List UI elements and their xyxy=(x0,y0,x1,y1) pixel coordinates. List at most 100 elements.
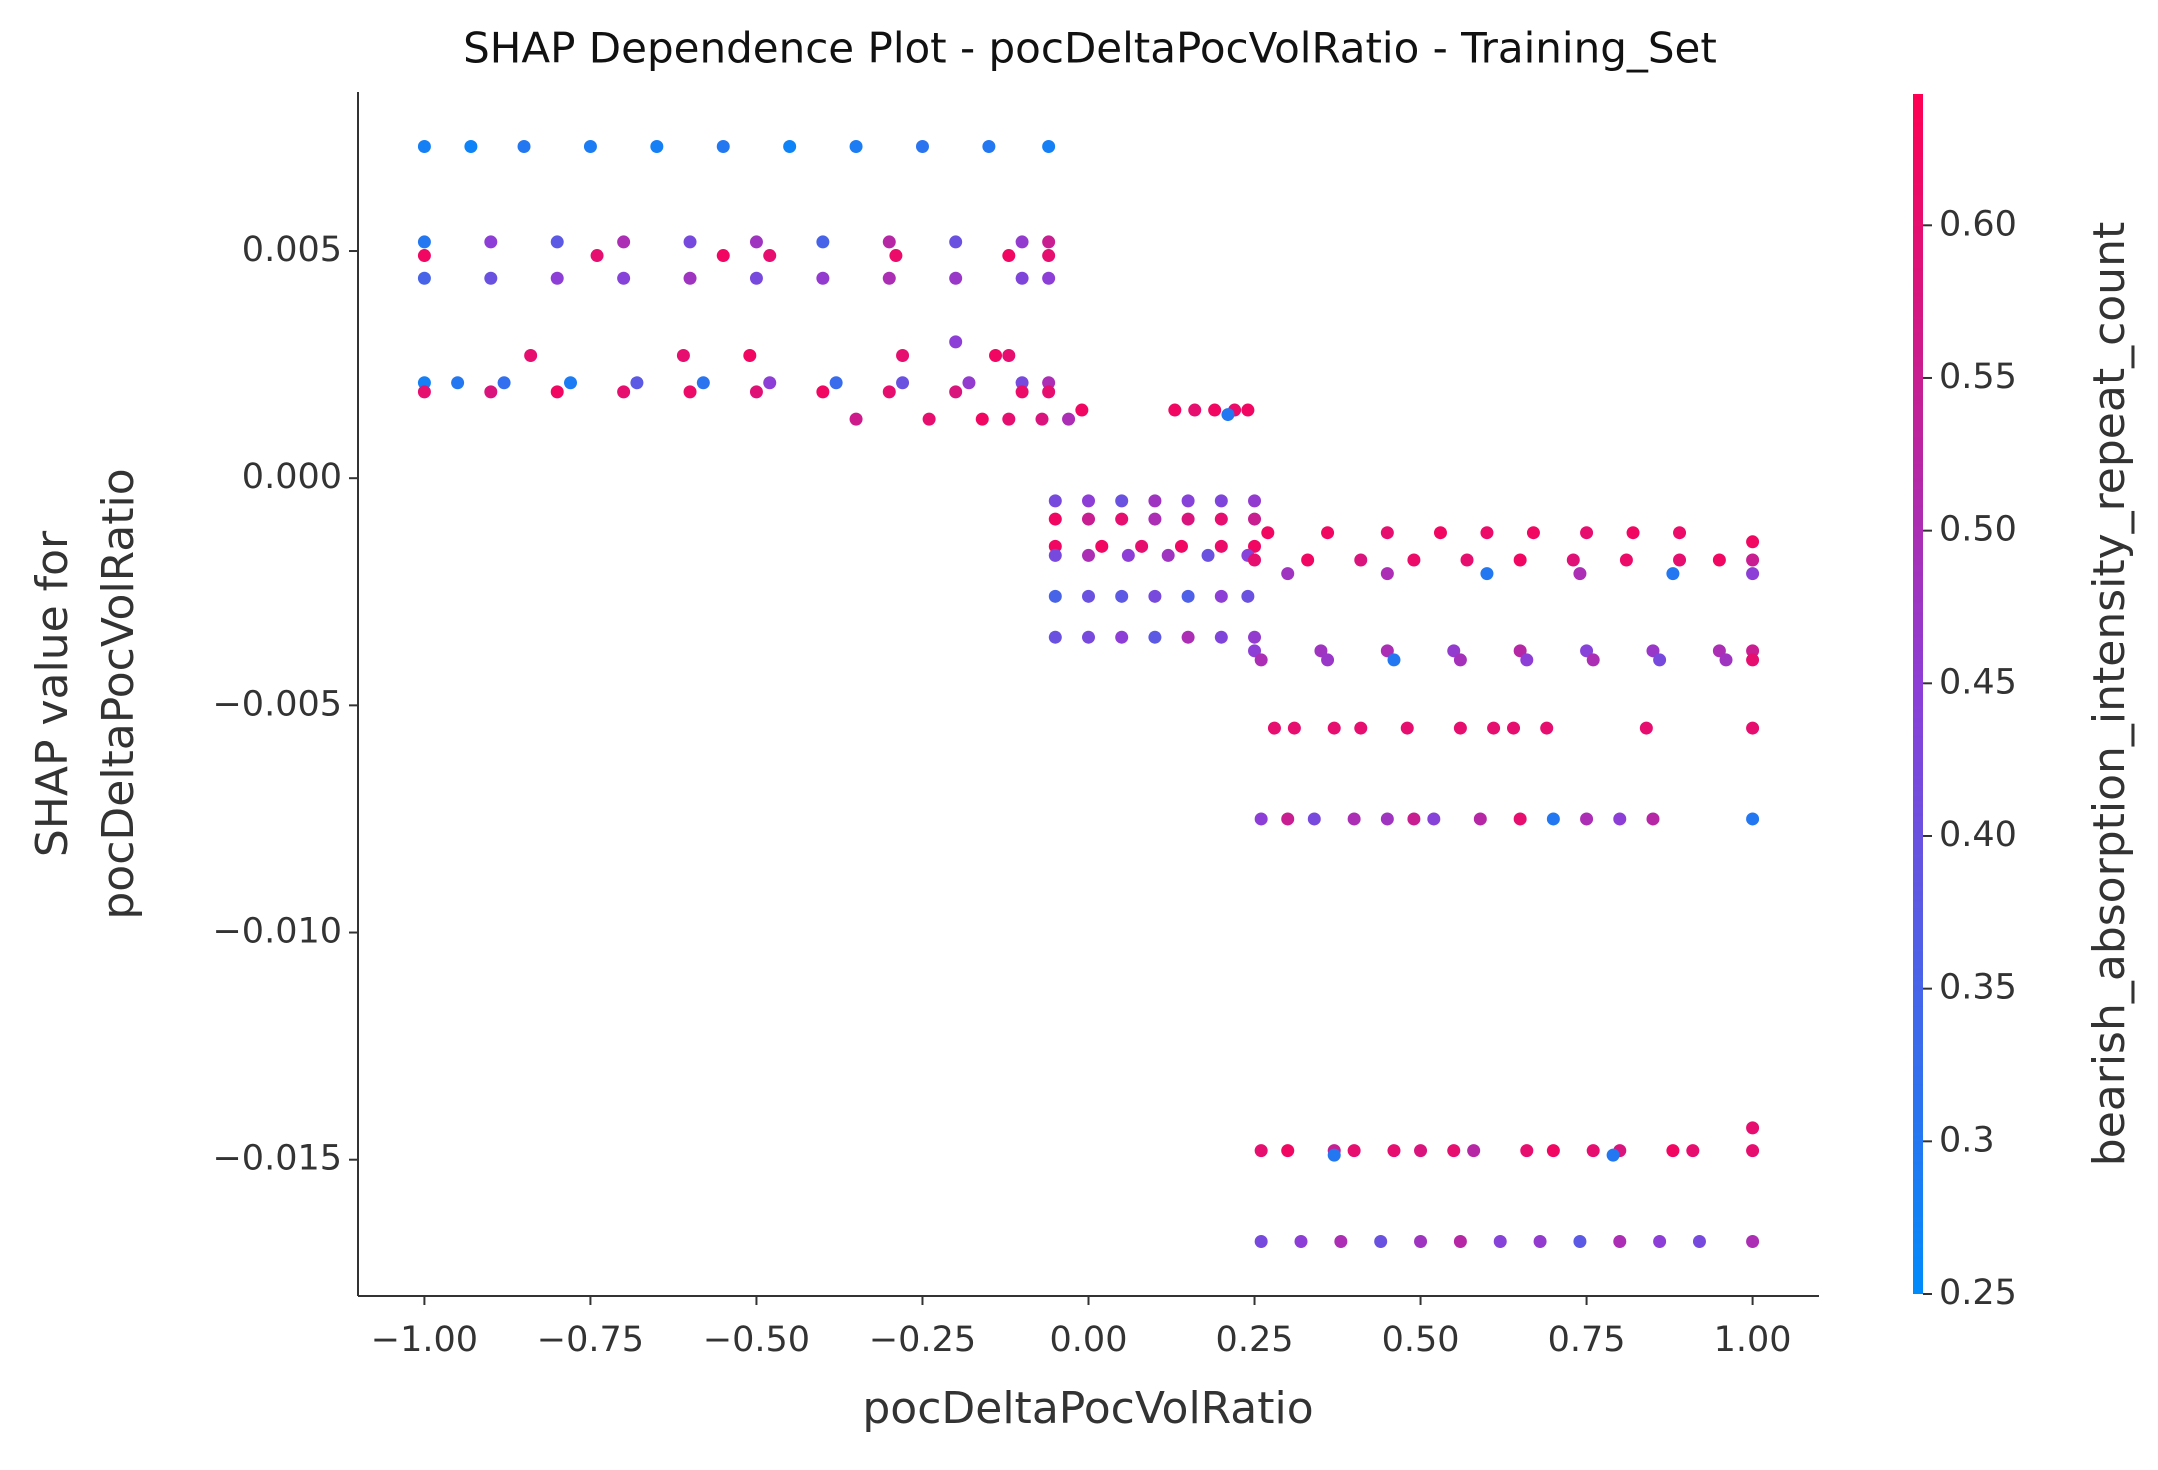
point xyxy=(1002,412,1016,426)
point xyxy=(1573,1234,1587,1248)
point xyxy=(1035,412,1049,426)
point xyxy=(1048,494,1062,508)
point xyxy=(1493,1234,1507,1248)
point xyxy=(650,140,664,154)
point xyxy=(749,385,763,399)
point xyxy=(1473,812,1487,826)
point xyxy=(882,235,896,249)
point xyxy=(1254,1234,1268,1248)
point xyxy=(524,349,538,363)
point xyxy=(484,271,498,285)
x-tick-label: 0.25 xyxy=(1216,1320,1294,1360)
point xyxy=(1712,553,1726,567)
point xyxy=(1380,812,1394,826)
point xyxy=(1248,553,1262,567)
point xyxy=(1673,526,1687,540)
point xyxy=(1480,526,1494,540)
point xyxy=(1002,349,1016,363)
point xyxy=(1507,721,1521,735)
point xyxy=(1248,630,1262,644)
point xyxy=(1181,630,1195,644)
point xyxy=(1646,812,1660,826)
point xyxy=(1181,494,1195,508)
point xyxy=(417,249,431,263)
point xyxy=(716,249,730,263)
point xyxy=(1115,589,1129,603)
point xyxy=(1374,1234,1388,1248)
point xyxy=(484,235,498,249)
point xyxy=(949,271,963,285)
point xyxy=(763,376,777,390)
point xyxy=(464,140,478,154)
point xyxy=(497,376,511,390)
colorbar-label: bearish_absorption_intensity_repeat_coun… xyxy=(2084,222,2135,1166)
point xyxy=(1042,385,1056,399)
point xyxy=(1048,539,1062,553)
point xyxy=(1115,494,1129,508)
point xyxy=(975,412,989,426)
point xyxy=(1214,512,1228,526)
point xyxy=(683,235,697,249)
point xyxy=(1380,526,1394,540)
point xyxy=(1746,1121,1760,1135)
point xyxy=(1148,630,1162,644)
point xyxy=(1666,567,1680,581)
x-axis-label: pocDeltaPocVolRatio xyxy=(862,1383,1313,1434)
point xyxy=(451,376,465,390)
point xyxy=(617,271,631,285)
point xyxy=(417,271,431,285)
point xyxy=(1400,721,1414,735)
point xyxy=(749,271,763,285)
point xyxy=(849,140,863,154)
point xyxy=(1606,1148,1620,1162)
point xyxy=(1082,630,1095,644)
point xyxy=(1327,1148,1341,1162)
point xyxy=(1082,589,1095,603)
point xyxy=(1281,567,1295,581)
point xyxy=(1586,653,1600,667)
point xyxy=(1673,553,1687,567)
point xyxy=(1427,812,1441,826)
point xyxy=(550,271,564,285)
point xyxy=(1580,644,1594,658)
point xyxy=(1214,589,1228,603)
point xyxy=(1048,512,1062,526)
point xyxy=(1613,812,1627,826)
point xyxy=(1314,644,1328,658)
point xyxy=(696,376,710,390)
point xyxy=(829,376,843,390)
point xyxy=(1407,553,1421,567)
point xyxy=(1746,553,1760,567)
point xyxy=(417,376,431,390)
x-tick-label: 0.00 xyxy=(1050,1320,1128,1360)
point xyxy=(1241,403,1255,417)
point xyxy=(1692,1234,1706,1248)
point xyxy=(1181,512,1195,526)
point xyxy=(1447,1144,1461,1158)
point xyxy=(816,271,830,285)
point xyxy=(1540,721,1554,735)
point xyxy=(1261,526,1275,540)
point xyxy=(1254,1144,1268,1158)
point xyxy=(417,140,431,154)
point xyxy=(517,140,531,154)
point xyxy=(1115,512,1129,526)
point xyxy=(564,376,578,390)
point xyxy=(889,249,903,263)
point xyxy=(1453,721,1467,735)
point xyxy=(1248,539,1262,553)
point xyxy=(763,249,777,263)
point xyxy=(1214,494,1228,508)
point xyxy=(1613,1234,1627,1248)
point xyxy=(1254,812,1268,826)
point xyxy=(1653,1234,1667,1248)
point xyxy=(1015,235,1029,249)
point xyxy=(1075,403,1089,417)
point xyxy=(1746,644,1760,658)
point xyxy=(1048,589,1062,603)
point xyxy=(1248,644,1262,658)
point xyxy=(1533,1234,1547,1248)
colorbar-tick-label: 0.45 xyxy=(1939,662,2017,702)
point xyxy=(743,349,757,363)
point xyxy=(1666,1144,1680,1158)
